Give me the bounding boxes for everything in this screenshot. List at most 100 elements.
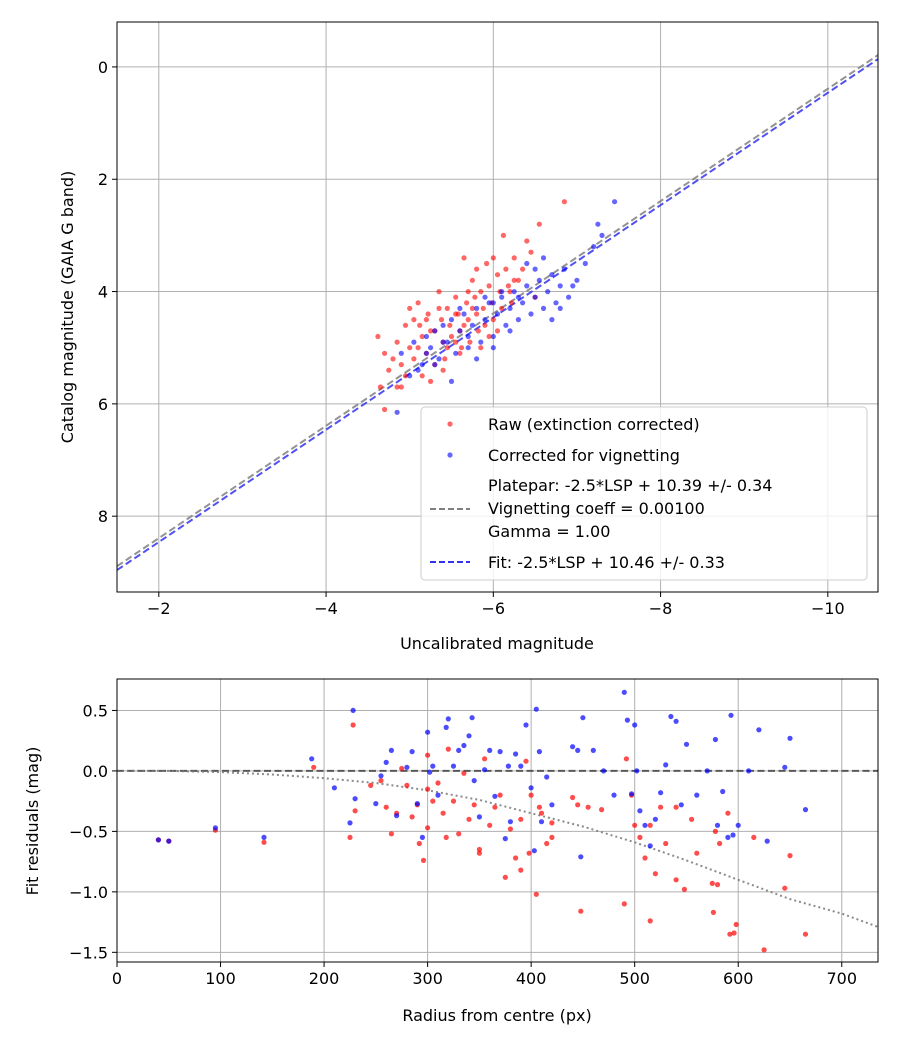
scatter-point [445,746,451,752]
x-tick-label: −8 [649,599,673,618]
scatter-point [373,801,379,807]
scatter-point [802,807,809,813]
scatter-point [461,770,467,776]
scatter-point [582,260,588,267]
scatter-point [575,802,581,808]
scatter-point [731,930,737,936]
scatter-point [435,792,441,798]
scatter-point [212,825,218,831]
scatter-point [474,305,480,311]
series-line-3 [117,769,878,928]
scatter-point [681,886,688,893]
scatter-point [507,826,513,832]
scatter-point [561,199,568,205]
scatter-point [500,232,506,238]
scatter-point [461,742,467,749]
scatter-point [465,345,471,351]
scatter-point [448,317,455,323]
scatter-point [425,311,431,317]
bottom-lines [117,769,878,928]
scatter-point [480,305,486,311]
scatter-point [478,339,484,345]
scatter-point [469,305,475,311]
scatter-point [420,857,427,864]
x-tick-label: 100 [205,969,236,988]
y-tick-label: 0.5 [83,701,108,720]
scatter-point [443,724,449,731]
scatter-point [533,891,539,897]
scatter-point [673,718,679,724]
scatter-point [637,834,643,841]
x-tick-label: −4 [314,599,338,618]
scatter-point [411,356,417,362]
scatter-point [710,909,717,916]
scatter-point [377,384,383,390]
scatter-point [368,782,374,789]
scatter-point [591,244,597,250]
scatter-point [787,735,793,741]
scatter-point [435,780,441,786]
scatter-point [383,804,389,810]
scatter-point [428,328,434,334]
scatter-point [382,350,388,356]
scatter-point [599,807,605,813]
y-tick-label: 0.0 [83,762,108,781]
scatter-point [465,333,471,340]
scatter-point [549,272,555,278]
scatter-point [524,260,530,267]
scatter-point [309,756,315,762]
legend-platepar-label: Platepar: -2.5*LSP + 10.39 +/- 0.34 [488,476,772,495]
scatter-point [492,804,498,810]
scatter-point [518,763,524,769]
scatter-point [417,322,423,328]
scatter-point [652,871,659,877]
scatter-point [423,317,429,323]
scatter-point [383,759,389,766]
x-tick-label: 0 [112,969,122,988]
scatter-point [494,328,501,334]
scatter-point [482,756,488,762]
scatter-point [502,874,508,880]
scatter-point [782,764,788,770]
y-tick-label: 2 [98,170,108,189]
scatter-point [511,255,517,261]
scatter-point [427,769,433,775]
scatter-point [457,328,463,334]
legend: Raw (extinction corrected) Corrected for… [420,406,868,581]
scatter-point [415,367,421,373]
scatter-point [471,778,477,784]
scatter-point [430,798,436,804]
scatter-point [461,322,467,328]
scatter-point [518,867,524,873]
scatter-point [502,836,508,842]
scatter-point [407,345,413,351]
legend-raw-marker [447,421,453,427]
scatter-point [549,802,555,808]
scatter-point [428,345,434,351]
scatter-point [352,796,358,802]
scatter-point [486,300,492,306]
scatter-point [476,814,482,820]
scatter-point [642,822,648,828]
scatter-point [714,822,721,828]
scatter-point [499,294,505,300]
x-tick-label: 400 [516,969,547,988]
legend-raw-label: Raw (extinction corrected) [488,415,700,434]
scatter-point [714,882,721,888]
scatter-point [561,266,568,272]
scatter-point [494,311,501,317]
scatter-point [533,706,539,712]
scatter-point [574,277,580,283]
scatter-point [520,300,526,306]
bottom-chart-panel: 0 100 200 300 400 500 600 700 0.5 0.0 −0.5 −1.0 −1.… [23,678,879,1025]
scatter-point [347,820,353,826]
scatter-point [155,837,161,843]
scatter-point [457,350,463,356]
scatter-point [507,305,513,311]
scatter-point [528,249,534,255]
scatter-point [532,266,538,272]
scatter-point [430,763,436,769]
scatter-point [398,384,404,390]
scatter-point [612,199,618,205]
scatter-point [712,828,719,835]
